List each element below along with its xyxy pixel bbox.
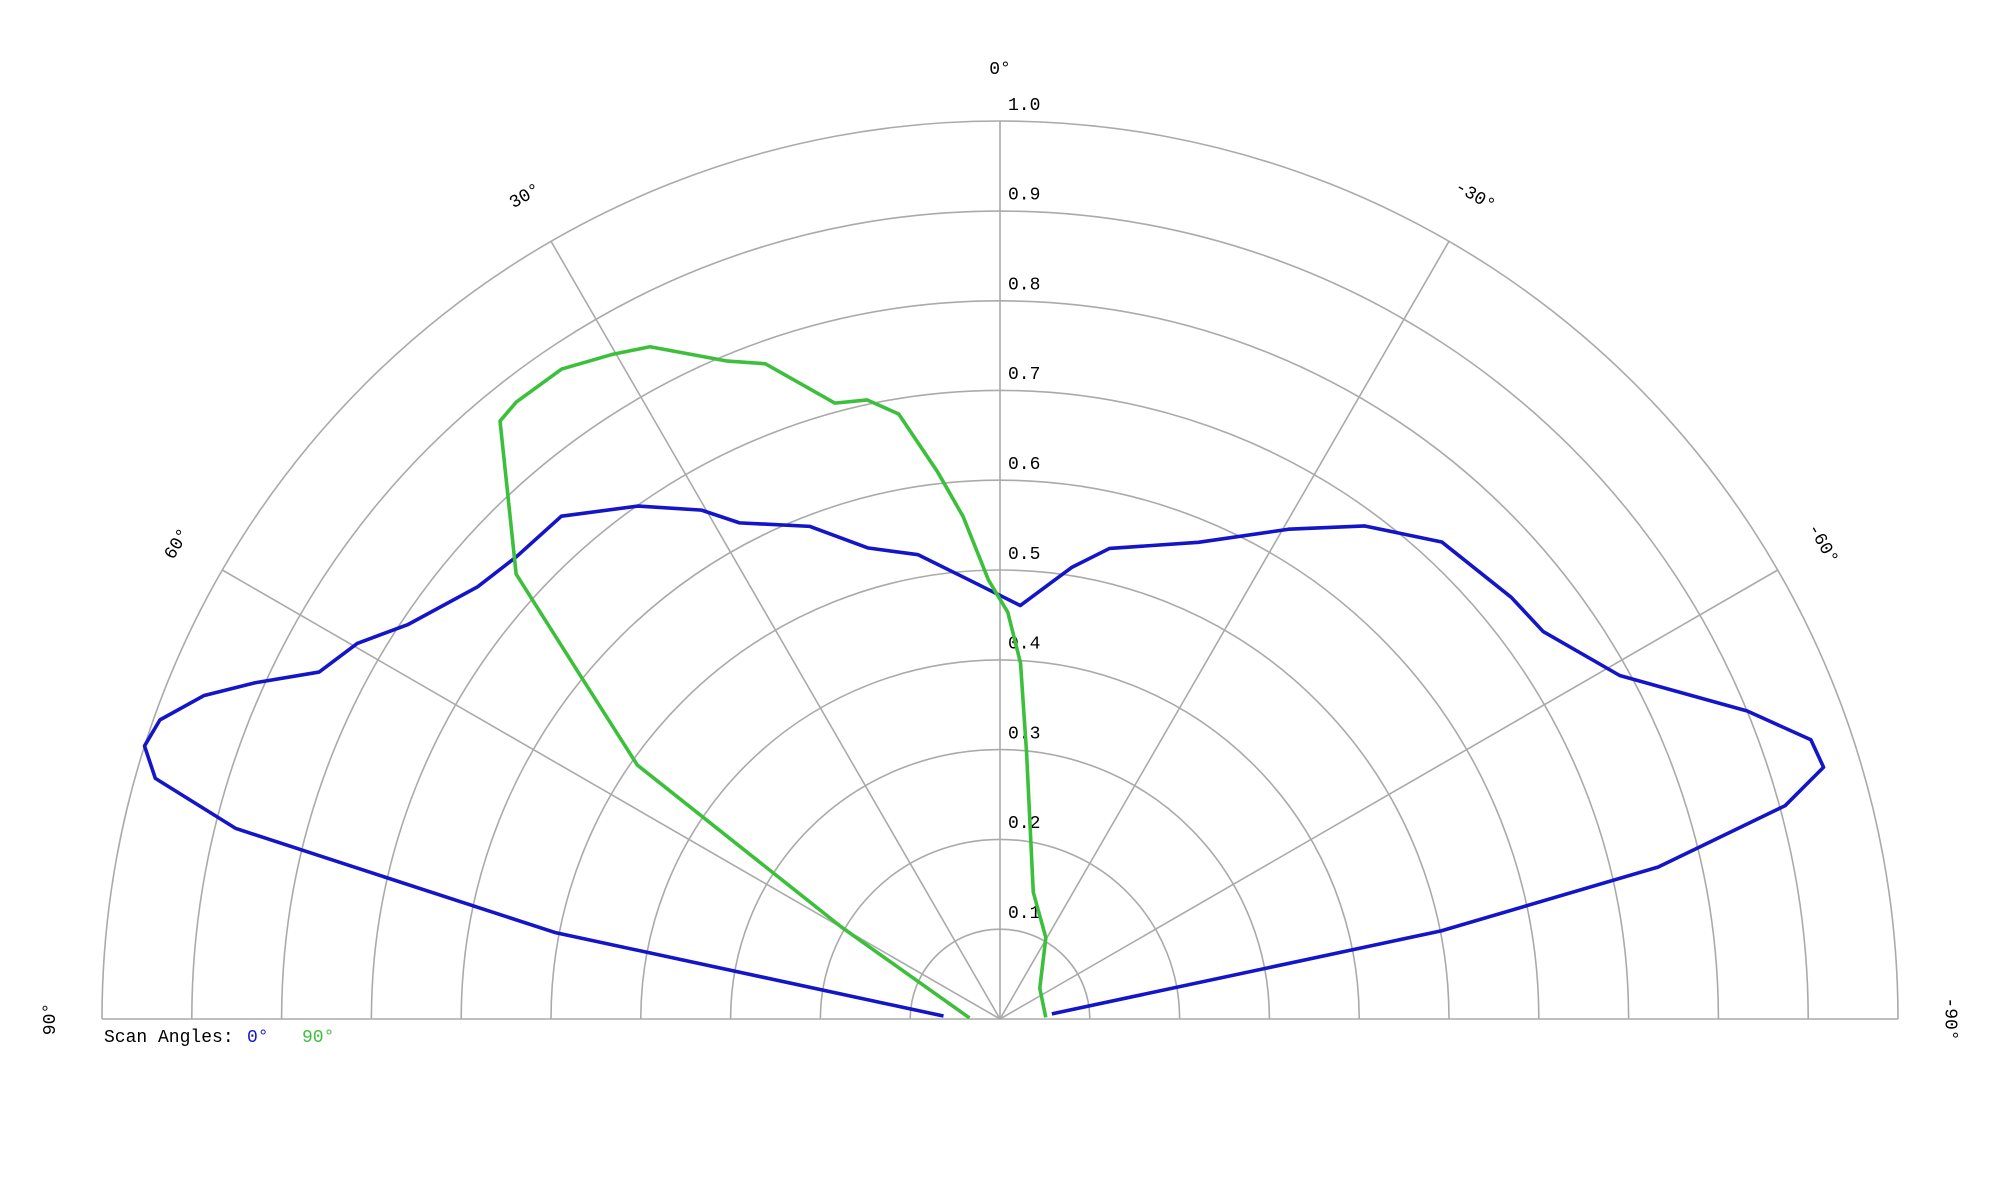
theta-tick-label: 90° [41,1003,61,1035]
r-tick-label: 0.6 [1008,455,1040,475]
r-tick-label: 1.0 [1008,96,1040,116]
r-tick-label: 0.5 [1008,545,1040,565]
series-line [142,504,1826,1018]
theta-tick-label: 60° [161,525,195,563]
legend-entry: 90° [302,1028,334,1048]
grid-spoke [550,240,1001,1020]
legend-entry: 0° [247,1028,269,1048]
grid-spoke [999,240,1450,1020]
theta-tick-label: 30° [506,180,544,214]
r-tick-label: 0.8 [1008,275,1040,295]
legend-title: Scan Angles: [104,1028,234,1048]
r-tick-label: 0.7 [1008,365,1040,385]
r-tick-label: 0.2 [1008,814,1040,834]
theta-tick-label: -60° [1803,521,1842,568]
grid-spoke [999,569,1779,1020]
r-tick-label: 0.9 [1008,186,1040,206]
r-tick-label: 0.1 [1008,904,1040,924]
theta-tick-label: 0° [989,60,1011,80]
grid-spoke [221,569,1001,1020]
theta-tick-label: -30° [1451,177,1498,216]
theta-tick-label: -90° [1939,997,1959,1040]
series-line [498,344,1048,1020]
